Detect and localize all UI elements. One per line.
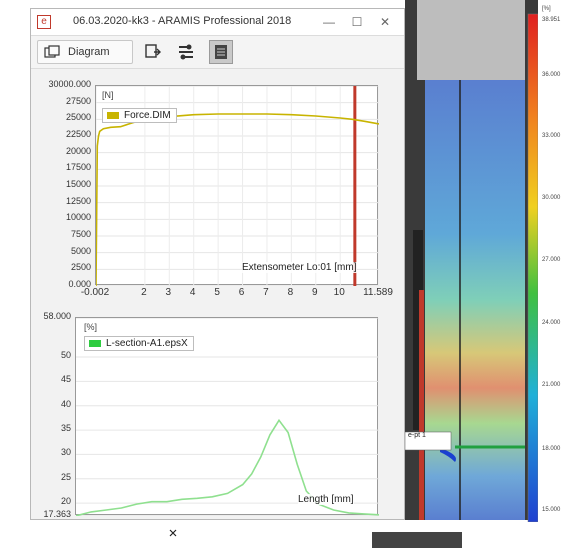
color-scale-label: 18.000: [542, 446, 561, 452]
strain-plot-area[interactable]: [%] L-section-A1.epsX Length [mm]: [75, 317, 379, 516]
color-scale-unit: [%]: [542, 6, 551, 12]
color-scale-label: 33.000: [542, 133, 561, 139]
y-tick-label: 17500: [65, 162, 91, 173]
x-tick-label: 6: [238, 287, 245, 298]
export-button[interactable]: [141, 40, 165, 64]
y-tick-label: 10000: [65, 212, 91, 223]
force-chart-panel: [N] Force.DIM Extensometer Lo:01 [mm] 30…: [31, 69, 404, 299]
y-tick-label: 30000.000: [48, 79, 91, 89]
diagram-button-label: Diagram: [68, 46, 110, 58]
color-scale-label: 24.000: [542, 320, 561, 326]
y-tick-label: 0.000: [68, 279, 91, 289]
specimen-view[interactable]: e-pt 1: [405, 0, 575, 530]
strain-unit-label: [%]: [84, 322, 98, 332]
force-xaxis-label: Extensometer Lo:01 [mm]: [242, 262, 357, 273]
window-title: 06.03.2020-kk3 - ARAMIS Professional 201…: [73, 15, 292, 27]
export-icon: [145, 44, 161, 58]
y-tick-label: 5000: [70, 245, 91, 256]
force-legend[interactable]: Force.DIM: [102, 108, 177, 123]
y-tick-label: 58.000: [43, 311, 71, 321]
color-scale-label: 38.951: [542, 17, 561, 23]
app-icon[interactable]: e: [37, 15, 51, 29]
force-plot-area[interactable]: [N] Force.DIM Extensometer Lo:01 [mm]: [95, 85, 379, 286]
y-tick-label: 50: [60, 349, 71, 360]
color-scale-label: 27.000: [542, 257, 561, 263]
y-tick-label: 27500: [65, 95, 91, 106]
y-tick-label: 7500: [70, 229, 91, 239]
filter-button[interactable]: [175, 40, 199, 64]
color-scale-label: 15.000: [542, 507, 561, 513]
close-button[interactable]: ✕: [379, 15, 391, 29]
y-tick-label: 25000: [65, 112, 91, 123]
y-tick-label: 12500: [65, 195, 91, 206]
y-tick-label: 25: [60, 471, 71, 482]
diagram-icon: [44, 45, 60, 58]
bottom-strip: [0, 522, 575, 548]
x-tick-label: 7: [263, 287, 269, 298]
specimen-image: [405, 0, 575, 530]
strain-xaxis-label: Length [mm]: [298, 494, 354, 505]
y-tick-label: 20000: [65, 145, 91, 156]
color-scale-label: 30.000: [542, 195, 561, 201]
x-tick-label: 5: [214, 287, 220, 298]
x-tick-label: 2: [141, 287, 147, 298]
minimize-button[interactable]: —: [323, 15, 335, 29]
x-tick-label: 11.589: [363, 287, 393, 298]
y-tick-label: 45: [60, 374, 71, 385]
table-view-icon: [215, 45, 227, 59]
x-tick-label: 9: [312, 287, 318, 298]
series-line: [96, 113, 379, 286]
force-unit-label: [N]: [102, 90, 114, 100]
y-tick-label: 40: [60, 398, 71, 409]
y-tick-label: 22500: [65, 129, 91, 139]
strain-legend[interactable]: L-section-A1.epsX: [84, 336, 194, 351]
force-legend-label: Force.DIM: [124, 110, 171, 121]
y-tick-label: 30: [60, 447, 71, 458]
title-bar[interactable]: e 06.03.2020-kk3 - ARAMIS Professional 2…: [31, 9, 404, 36]
aramis-window: e 06.03.2020-kk3 - ARAMIS Professional 2…: [30, 8, 405, 520]
x-tick-label: 4: [189, 287, 196, 298]
diagram-button[interactable]: Diagram: [37, 40, 133, 64]
color-scale-label: 36.000: [542, 72, 561, 78]
force-legend-swatch: [107, 111, 119, 119]
toolbar: Diagram: [31, 36, 404, 69]
x-tick-label: -0.002: [80, 287, 110, 298]
table-view-button[interactable]: [209, 40, 233, 64]
maximize-button[interactable]: ☐: [351, 15, 363, 29]
x-tick-label: 3: [165, 287, 172, 298]
strain-chart: [76, 318, 379, 516]
y-tick-label: 15000: [65, 179, 91, 189]
bottom-strip-graphics: [169, 529, 462, 548]
series-line: [76, 418, 379, 516]
x-tick-label: 10: [333, 287, 345, 298]
x-tick-label: 8: [287, 287, 294, 298]
specimen-tag-label: e-pt 1: [408, 432, 426, 439]
strain-chart-panel: [%] L-section-A1.epsX Length [mm] 58.000…: [31, 305, 404, 519]
y-tick-label: 2500: [70, 262, 91, 273]
color-scale-label: 21.000: [542, 382, 561, 388]
filter-icon: [179, 44, 193, 60]
strain-legend-label: L-section-A1.epsX: [106, 338, 188, 349]
y-tick-label: 20: [60, 496, 71, 507]
y-tick-label: 17.363: [43, 509, 71, 519]
y-tick-label: 35: [60, 423, 71, 434]
strain-legend-swatch: [89, 339, 101, 347]
